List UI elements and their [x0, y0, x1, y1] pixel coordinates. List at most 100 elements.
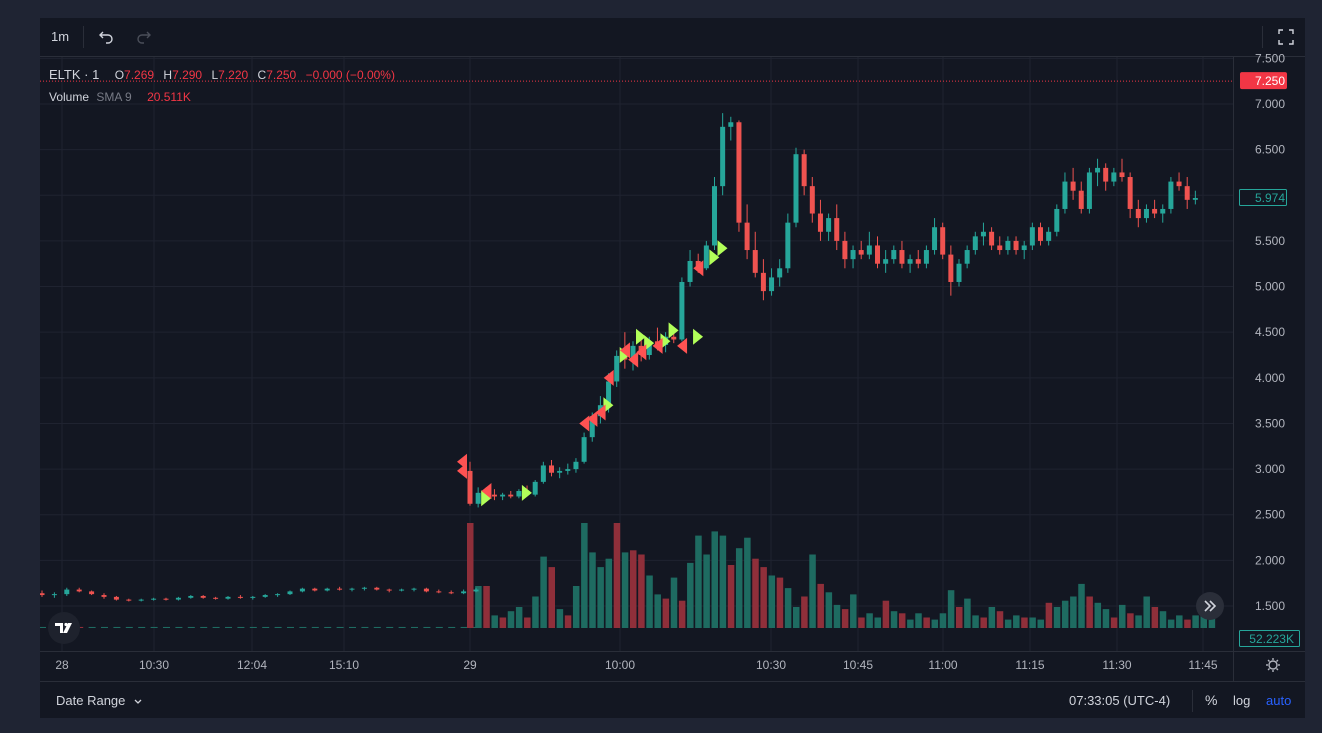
buy-marker — [603, 397, 614, 414]
settings-gear-icon[interactable] — [1266, 658, 1280, 672]
volume-bar — [1102, 609, 1110, 628]
candle-body — [175, 597, 181, 600]
candle-body — [817, 213, 823, 232]
volume-bar — [613, 523, 621, 628]
price-tick-label: 1.500 — [1255, 599, 1285, 613]
candle — [200, 595, 206, 599]
candle — [1038, 222, 1043, 246]
open-label: O — [114, 68, 125, 82]
candle-body — [1168, 181, 1174, 209]
candle-body — [948, 254, 954, 282]
candle-body — [1029, 227, 1035, 246]
candle — [113, 595, 119, 601]
candle-body — [1013, 240, 1019, 251]
candle-body — [549, 465, 554, 473]
volume-bar — [237, 626, 245, 628]
undo-icon[interactable] — [98, 29, 114, 45]
redo-icon[interactable] — [136, 29, 152, 45]
volume-bar — [735, 548, 743, 628]
volume-bar — [1110, 617, 1118, 628]
candle-body — [842, 240, 848, 260]
candle-body — [1086, 172, 1092, 209]
volume-bar — [1021, 617, 1028, 628]
volume-bar — [589, 552, 596, 628]
candle — [703, 240, 709, 271]
volume-bar — [719, 535, 727, 628]
volume-bar — [349, 626, 356, 628]
time-tick-label: 11:45 — [1188, 658, 1217, 672]
candle — [1062, 172, 1068, 214]
volume-bar — [915, 613, 922, 628]
candle-body — [361, 587, 367, 589]
scroll-to-realtime-button[interactable] — [1196, 592, 1224, 620]
change-value: −0.000 (−0.00%) — [305, 68, 395, 82]
candle-body — [1160, 208, 1166, 214]
candle-body — [324, 588, 330, 591]
candle — [1168, 177, 1174, 214]
volume-bar — [1192, 615, 1199, 628]
candle-body — [237, 596, 243, 598]
interval-button[interactable]: 1m — [51, 29, 70, 44]
candle-body — [1095, 167, 1101, 173]
price-tick-label: 3.500 — [1255, 416, 1285, 430]
candle-body — [785, 222, 791, 269]
log-toggle[interactable]: log — [1233, 693, 1251, 708]
volume-bar — [1119, 604, 1126, 628]
candle — [287, 590, 293, 596]
price-chart[interactable]: 1.500 2.000 2.500 3.000 3.500 4.000 4.500 5.000… — [40, 18, 1305, 681]
volume-bar — [1061, 600, 1069, 628]
candle-body — [40, 593, 45, 596]
candle-body — [461, 591, 467, 594]
time-tick-label: 11:00 — [928, 658, 957, 672]
volume-bar — [760, 567, 767, 628]
symbol-label[interactable]: ELTK · 1 — [49, 67, 100, 82]
candle-body — [866, 245, 872, 255]
candle-body — [475, 492, 481, 504]
candle — [399, 588, 405, 592]
volume-bar — [113, 626, 121, 628]
candle — [964, 245, 970, 269]
candle-body — [225, 596, 231, 599]
open-value: 7.269 — [124, 68, 155, 82]
volume-bar — [841, 609, 849, 628]
candle — [1070, 167, 1076, 200]
volume-bar — [956, 607, 963, 628]
candle-body — [679, 281, 685, 340]
tradingview-logo[interactable] — [48, 612, 80, 644]
volume-bar — [833, 604, 841, 628]
ohlc-legend: ELTK · 1 O7.269 H7.290 L7.220 C7.250 −0.… — [49, 67, 401, 82]
auto-toggle[interactable]: auto — [1266, 693, 1292, 708]
volume-label[interactable]: Volume — [49, 90, 90, 104]
buy-marker — [717, 240, 728, 257]
candle — [436, 589, 442, 594]
volume-bar — [507, 611, 515, 628]
time-tick-label: 11:30 — [1102, 658, 1131, 672]
candle — [491, 489, 497, 501]
volume-bar — [572, 586, 580, 628]
candle — [1095, 158, 1101, 187]
volume-bar — [1135, 615, 1142, 628]
candle-body — [606, 381, 612, 406]
percent-toggle[interactable]: % — [1205, 692, 1218, 708]
candle — [1005, 236, 1011, 255]
last-price-label: 7.250 — [1255, 74, 1285, 88]
candle-body — [801, 154, 807, 187]
candle-body — [907, 259, 913, 264]
candles — [40, 113, 1198, 602]
bottom-toolbar: Date Range 07:33:05 (UTC-4) % log auto — [40, 681, 1305, 719]
buy-marker — [636, 328, 646, 345]
fullscreen-icon[interactable] — [1278, 29, 1294, 45]
candle — [687, 250, 693, 287]
sell-marker — [481, 482, 492, 499]
candle-body — [411, 588, 417, 590]
volume-bar — [964, 598, 971, 628]
candle-body — [467, 470, 473, 504]
tv-logo-icon — [55, 622, 72, 633]
candle-body — [1192, 198, 1198, 200]
candle — [834, 204, 840, 251]
candle — [275, 593, 281, 597]
clock-label[interactable]: 07:33:05 (UTC-4) — [1069, 693, 1171, 708]
candle — [1111, 167, 1117, 187]
candle — [777, 259, 783, 287]
date-range-button[interactable]: Date Range — [56, 682, 143, 719]
